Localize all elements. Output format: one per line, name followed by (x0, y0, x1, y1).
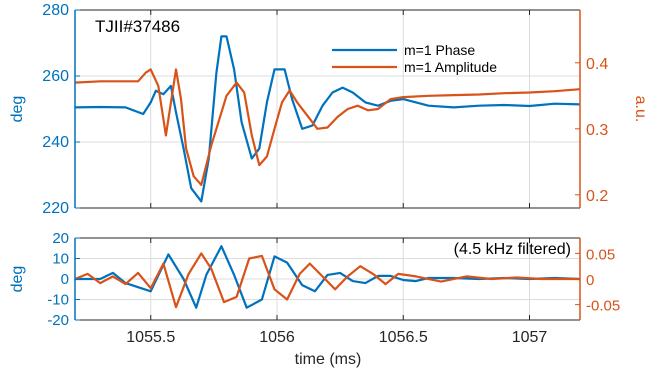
left-y-tick-label: 20 (52, 230, 69, 247)
bottom-panel: 1055.5 1056 1056.5 1057 -20 -10 0 10 20 -0.05 0 0.0… (9, 230, 620, 346)
left-y-tick-label: 10 (52, 251, 69, 268)
left-y-tick-label: 220 (42, 200, 69, 217)
x-tick-label: 1055.5 (126, 329, 175, 346)
phase-series-line (74, 35, 581, 203)
right-y-tick-label: 0.05 (586, 246, 615, 263)
left-y-tick-label: 240 (42, 134, 69, 151)
top-panel: 220 240 260 280 0.2 0.3 0.4 deg a.u. TJII#37486 m=… (9, 2, 649, 217)
left-y-tick-label: 0 (61, 271, 69, 288)
right-y-tick-label: -0.05 (586, 298, 620, 315)
left-y-tick-label: 280 (42, 2, 69, 19)
right-y-tick-label: 0.2 (586, 188, 608, 205)
filter-annotation: (4.5 kHz filtered) (454, 241, 571, 258)
left-y-axis-label: deg (9, 96, 26, 123)
amplitude-series-line (74, 68, 581, 186)
left-y-axis-label: deg (9, 266, 26, 293)
x-tick-label: 1057 (512, 329, 548, 346)
right-y-tick-label: 0.4 (586, 56, 608, 73)
x-tick-label: 1056.5 (379, 329, 428, 346)
amplitude-series-line (74, 252, 580, 309)
right-y-tick-label: 0 (586, 272, 594, 289)
right-y-axis-label: a.u. (632, 96, 649, 123)
shot-number-annotation: TJII#37486 (95, 17, 180, 36)
left-y-tick-label: -10 (47, 292, 69, 309)
right-y-tick-label: 0.3 (586, 122, 608, 139)
x-axis-label: time (ms) (295, 351, 362, 368)
legend-entry: m=1 Amplitude (404, 59, 497, 75)
left-y-tick-label: 260 (42, 68, 69, 85)
legend-entry: m=1 Phase (404, 42, 475, 58)
left-y-tick-label: -20 (47, 312, 69, 329)
x-tick-label: 1056 (259, 329, 295, 346)
